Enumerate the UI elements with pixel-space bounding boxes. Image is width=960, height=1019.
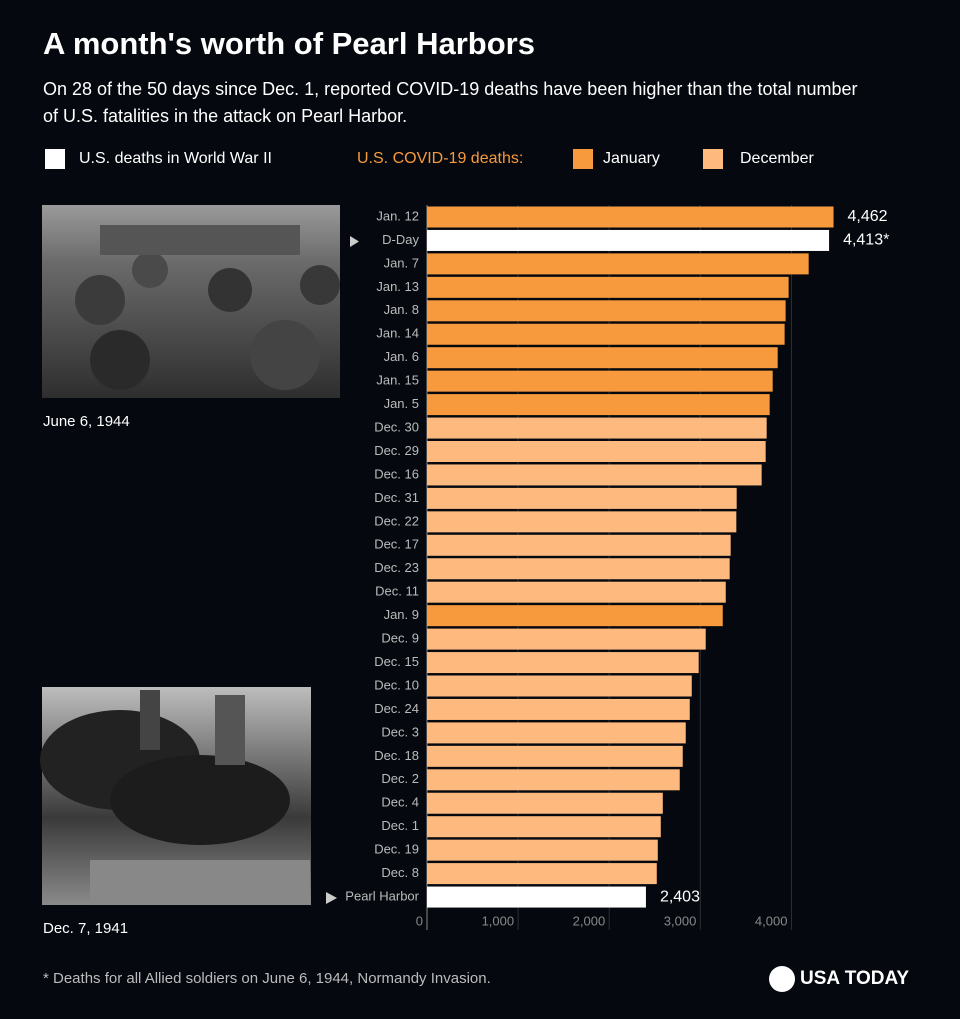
y-tick-label: Dec. 18 — [374, 748, 419, 763]
y-tick-label: Dec. 4 — [381, 795, 419, 810]
bar — [427, 206, 834, 228]
footnote: * Deaths for all Allied soldiers on June… — [43, 970, 491, 987]
y-tick-label: Dec. 22 — [374, 513, 419, 528]
bar — [427, 417, 767, 439]
bar — [427, 886, 646, 908]
y-tick-label: Dec. 16 — [374, 466, 419, 481]
bar — [427, 276, 789, 298]
x-tick-label: 0 — [416, 913, 423, 928]
bar — [427, 605, 723, 627]
legend-label: January — [603, 150, 660, 167]
y-tick-label: Jan. 7 — [384, 255, 419, 270]
marker — [326, 892, 337, 904]
y-tick-label: Jan. 6 — [384, 349, 419, 364]
y-tick-label: Dec. 17 — [374, 537, 419, 552]
bar — [427, 839, 658, 861]
y-tick-label: Dec. 30 — [374, 419, 419, 434]
bar — [427, 792, 663, 814]
y-tick-label: Dec. 9 — [381, 631, 419, 646]
y-tick-label: Dec. 15 — [374, 654, 419, 669]
bar — [427, 863, 657, 885]
y-tick-label: Jan. 13 — [376, 279, 419, 294]
bar — [427, 816, 661, 838]
y-tick-label: Dec. 24 — [374, 701, 419, 716]
bar — [427, 581, 726, 603]
bar — [427, 722, 686, 744]
source: USA TODAY — [800, 968, 909, 989]
y-tick-label: Jan. 12 — [376, 208, 419, 223]
x-tick-label: 2,000 — [573, 913, 606, 928]
value-label: 2,403 — [660, 888, 700, 905]
bar — [427, 370, 773, 392]
bar — [427, 745, 683, 767]
bar — [427, 300, 786, 322]
x-tick-label: 1,000 — [482, 913, 515, 928]
bar — [427, 628, 706, 650]
chart-subtitle: On 28 of the 50 days since Dec. 1, repor… — [43, 79, 858, 126]
y-tick-label: Pearl Harbor — [345, 888, 419, 903]
bar — [427, 675, 692, 697]
bar — [427, 511, 737, 533]
y-tick-label: Jan. 15 — [376, 373, 419, 388]
y-tick-label: Jan. 5 — [384, 396, 419, 411]
bar — [427, 558, 730, 580]
y-tick-label: Jan. 14 — [376, 326, 419, 341]
x-tick-label: 4,000 — [755, 913, 788, 928]
legend-label: December — [740, 150, 814, 167]
annotation: Dec. 7, 1941 — [43, 920, 128, 937]
bar — [427, 394, 770, 416]
value-label: 4,413* — [843, 232, 889, 249]
y-tick-label: Dec. 19 — [374, 842, 419, 857]
value-label: 4,462 — [848, 208, 888, 225]
y-tick-label: Dec. 23 — [374, 560, 419, 575]
legend-title: U.S. COVID-19 deaths: — [357, 150, 523, 167]
legend-label: U.S. deaths in World War II — [79, 150, 272, 167]
y-tick-label: Jan. 8 — [384, 302, 419, 317]
y-tick-label: D-Day — [382, 232, 419, 247]
y-tick-label: Dec. 31 — [374, 490, 419, 505]
photo-pearl-harbor — [40, 687, 311, 905]
photo-dday — [42, 205, 340, 398]
bar — [427, 487, 737, 509]
bar — [427, 441, 766, 462]
legend-swatch — [45, 149, 65, 169]
y-tick-label: Dec. 3 — [381, 724, 419, 739]
bar — [427, 698, 690, 720]
bar — [427, 464, 762, 486]
bar — [427, 323, 785, 345]
bar — [427, 347, 778, 369]
bar — [427, 769, 680, 791]
chart-title: A month's worth of Pearl Harbors — [43, 26, 535, 61]
y-tick-label: Dec. 8 — [381, 865, 419, 880]
legend-swatch — [573, 149, 593, 169]
annotation: June 6, 1944 — [43, 413, 130, 430]
logo — [769, 966, 795, 992]
marker — [350, 236, 359, 247]
legend-swatch — [703, 149, 723, 169]
bar — [427, 534, 731, 556]
bar — [427, 229, 830, 251]
bar — [427, 652, 699, 674]
y-tick-label: Dec. 2 — [381, 771, 419, 786]
y-tick-label: Dec. 10 — [374, 677, 419, 692]
y-tick-label: Jan. 9 — [384, 607, 419, 622]
bar — [427, 253, 809, 275]
y-tick-label: Dec. 11 — [375, 584, 419, 599]
y-tick-label: Dec. 29 — [374, 443, 419, 458]
y-tick-label: Dec. 1 — [381, 818, 419, 833]
x-tick-label: 3,000 — [664, 913, 697, 928]
